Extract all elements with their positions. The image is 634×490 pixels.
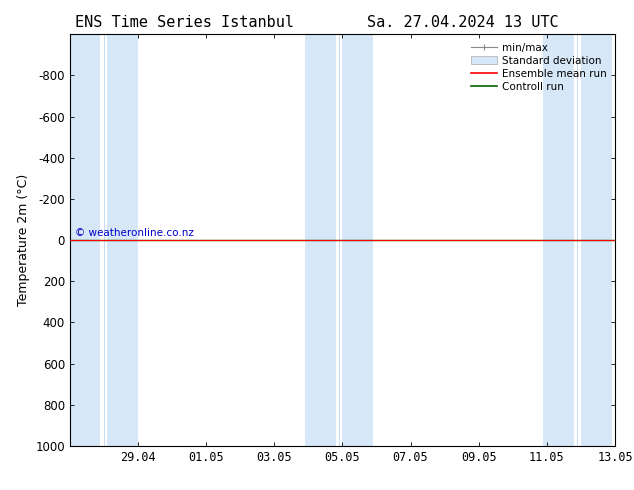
Bar <box>342 34 373 446</box>
Y-axis label: Temperature 2m (°C): Temperature 2m (°C) <box>16 174 30 306</box>
Bar <box>581 34 612 446</box>
Bar <box>305 34 335 446</box>
Bar <box>107 34 138 446</box>
Bar <box>70 34 100 446</box>
Legend: min/max, Standard deviation, Ensemble mean run, Controll run: min/max, Standard deviation, Ensemble me… <box>467 40 610 95</box>
Text: © weatheronline.co.nz: © weatheronline.co.nz <box>75 228 194 238</box>
Text: ENS Time Series Istanbul        Sa. 27.04.2024 13 UTC: ENS Time Series Istanbul Sa. 27.04.2024 … <box>75 15 559 30</box>
Bar <box>543 34 574 446</box>
